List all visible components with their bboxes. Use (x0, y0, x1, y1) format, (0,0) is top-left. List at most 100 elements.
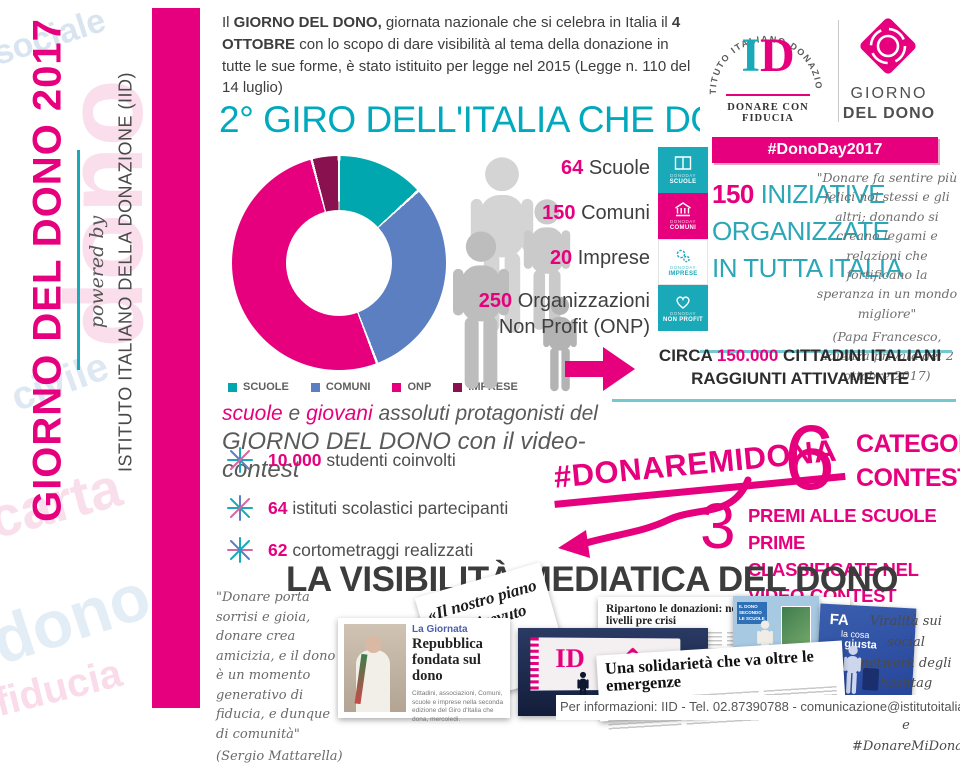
premi-number-3: 3 (700, 490, 736, 562)
badge-kicker: DONODAY (670, 311, 696, 316)
stat-row-comuni: 150 Comuni (470, 202, 650, 225)
stat-value: 20 (549, 247, 573, 269)
giorno-del-dono-wordmark: GIORNO DEL DONO (840, 84, 938, 124)
fa-line1: FA (829, 611, 850, 630)
stat-row-onp: 250 Organizzazioni Non Profit (ONP) (440, 288, 650, 340)
stat-label: Scuole (583, 157, 650, 179)
intro-text: con lo scopo di dare visibilità al tema … (222, 35, 691, 97)
legend-swatch (392, 382, 402, 392)
iid-letter-d: D (760, 29, 795, 82)
stat-row-imprese: 20 Imprese (470, 247, 650, 270)
curl-arrow-icon (558, 476, 752, 558)
footer-band (556, 695, 960, 720)
iid-arc-text: ISTITUTO ITALIANO DONAZIONE (700, 10, 823, 94)
reach-banner: CIRCA 150.000 CITTADINI ITALIANI RAGGIUN… (642, 345, 958, 391)
badge-label: NON PROFIT (663, 317, 703, 323)
legend-swatch (310, 382, 320, 392)
badge-kicker: DONODAY (670, 173, 696, 178)
intro-text: giornata nazionale che si celebra in Ita… (381, 14, 672, 31)
iniziative-line1: INIZIATIVE (753, 179, 886, 209)
stat-label: Imprese (572, 247, 650, 269)
social-line: Viralità sui social (870, 614, 942, 650)
asterisk-icon (227, 495, 253, 521)
word-scuole: scuole (222, 402, 283, 425)
heart-icon (676, 296, 690, 309)
badge-label: SCUOLE (669, 179, 697, 185)
legend-swatch (228, 382, 237, 392)
iid-logo-box: ISTITUTO ITALIANO DONAZIONE ID DONARE CO… (700, 8, 938, 135)
iniziative-block: 150 INIZIATIVE ORGANIZZATE IN TUTTA ITAL… (712, 176, 903, 287)
badge-nonprofit: DONODAY NON PROFIT (658, 285, 708, 331)
intro-text: Il (222, 14, 234, 31)
section-title: 2° GIRO DELL'ITALIA CHE DONA (219, 99, 770, 140)
news-clipping-la-giornata: La Giornata Repubblica fondata sul dono … (338, 618, 510, 723)
bullet-text: studenti coinvolti (321, 450, 456, 470)
quote-text: "Donare fa sentire più felici noi stessi… (816, 170, 958, 321)
bullet-number: 10.000 (268, 450, 322, 470)
bullet-text: istituti scolastici partecipanti (287, 498, 509, 518)
legend-item-scuole: SCUOLE (228, 381, 289, 393)
quote-attribution: (Sergio Mattarella) (216, 749, 343, 764)
badge-kicker: DONODAY (670, 265, 696, 270)
wordmark-line1: GIORNO (850, 85, 928, 102)
quote-text: "Donare porta sorrisi e gioia, donare cr… (216, 590, 336, 742)
reach-line2: RAGGIUNTI ATTIVAMENTE (691, 368, 909, 388)
watermark-strip: sociale dono civile carta dono fiducia (0, 0, 152, 720)
iniziative-line2: ORGANIZZATE (712, 216, 890, 246)
legend-label: SCUOLE (243, 381, 289, 393)
badge-label: COMUNI (669, 225, 697, 231)
premi-line1: PREMI ALLE SCUOLE PRIME (748, 505, 937, 553)
donut-chart (232, 156, 446, 370)
badge-kicker: DONODAY (670, 219, 696, 224)
premi-labels: PREMI ALLE SCUOLE PRIME CLASSIFICATE NEL… (748, 503, 960, 610)
iid-underline (726, 94, 810, 96)
magenta-divider-bar (152, 8, 200, 708)
stat-label: Comuni (575, 202, 650, 224)
social-line: #DonareMiDona (852, 738, 960, 754)
bullet-cortometraggi: 62 cortometraggi realizzati (268, 540, 473, 561)
bullet-number: 64 (268, 498, 288, 518)
protagonisti-rest: assoluti protagonisti del (372, 402, 598, 425)
powered-by-label: powered by (86, 215, 108, 329)
media-section-title: LA VISIBILITÀ MEDIATICA DEL DONO (285, 560, 899, 599)
teal-rule-top (700, 350, 952, 353)
backdrop-stripe (530, 637, 539, 691)
stat-label: Organizzazioni Non Profit (ONP) (498, 290, 650, 338)
stat-value: 150 (542, 202, 576, 224)
gears-icon (676, 249, 690, 263)
asterisk-icon (227, 537, 253, 563)
clipping-photo (344, 624, 406, 712)
clipping-kicker: La Giornata (412, 624, 468, 635)
social-line: network degli (860, 655, 952, 671)
sidebar-rule (77, 150, 80, 370)
iid-id-letters: ID (740, 32, 796, 80)
bullet-istituti: 64 istituti scolastici partecipanti (268, 498, 508, 519)
contest-labels: CATEGORIE CONTEST (856, 428, 960, 496)
bullet-text: cortometraggi realizzati (287, 540, 474, 560)
protagonisti-heading: scuole e giovani assoluti protagonisti d… (222, 402, 652, 484)
iniziative-line3: IN TUTTA ITALIA (712, 253, 903, 283)
tv-label-box: IL DONO SECONDO LE SCUOLE (737, 602, 767, 624)
legend-label: ONP (407, 381, 432, 393)
teal-rule-bottom (612, 399, 956, 402)
social-line: hashtag (879, 676, 933, 692)
asterisk-icon (227, 447, 253, 473)
word-giovani: giovani (306, 402, 373, 425)
reach-post: CITTADINI ITALIANI (778, 346, 942, 365)
badge-label: IMPRESE (668, 271, 698, 277)
intro-paragraph: Il GIORNO DEL DONO, giornata nazionale c… (222, 12, 696, 99)
wordmark-line2: DEL DONO (842, 105, 936, 122)
stat-value: 250 (478, 290, 513, 312)
quote-mattarella: "Donare porta sorrisi e gioia, donare cr… (216, 588, 344, 767)
donut-hole (286, 210, 392, 316)
legend-label: COMUNI (325, 381, 371, 393)
photo-head (365, 636, 382, 653)
bullet-studenti: 10.000 studenti coinvolti (268, 450, 456, 471)
contest-number-6: 6 (784, 407, 836, 509)
sidebar-org-label: ISTITUTO ITALIANO DELLA DONAZIONE (IID) (115, 72, 136, 472)
contest-line1: CATEGORIE (856, 430, 960, 458)
clipping-headline: Repubblica fondata sul dono (412, 636, 483, 684)
reach-number: 150.000 (716, 346, 779, 365)
bank-icon (675, 202, 691, 217)
badge-scuole: DONODAY SCUOLE (658, 147, 708, 193)
